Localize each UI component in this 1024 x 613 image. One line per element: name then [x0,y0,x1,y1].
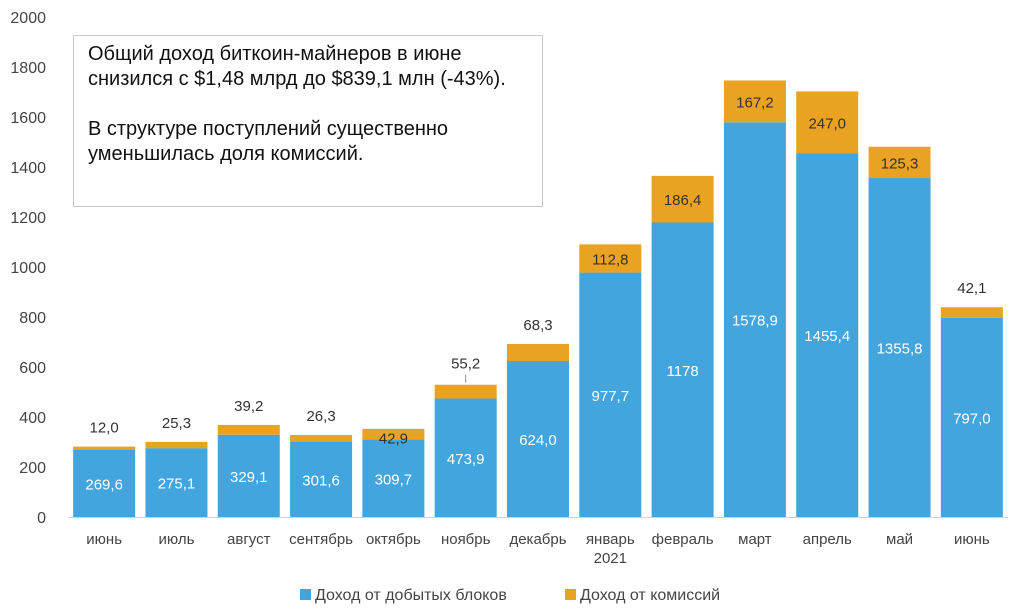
block-value-label: 624,0 [519,432,557,449]
y-tick-label: 400 [19,410,46,427]
annotation-paragraph-2: В структуре поступлений существенно умен… [88,118,449,165]
bar-fee-revenue [940,307,1003,318]
y-tick-label: 1200 [10,210,46,227]
x-tick-label: май [886,531,913,548]
x-tick-label: октябрь [366,531,421,548]
fee-value-label: 186,4 [664,192,702,209]
x-tick-label: июнь [954,531,990,548]
bar-block-revenue [723,122,786,518]
bar-fee-revenue [579,244,642,273]
annotation-box: Общий доход биткоин-майнеров в июне сниз… [73,35,543,207]
y-tick-label: 1000 [10,260,46,277]
bar-fee-revenue [796,91,859,154]
block-value-label: 1178 [666,363,698,380]
annotation-paragraph-1: Общий доход биткоин-майнеров в июне сниз… [88,43,506,90]
bar-block-revenue [579,272,642,517]
bar-block-revenue [434,398,497,517]
bar-block-revenue [73,449,136,517]
x-tick-label: апрель [803,531,852,548]
bar-fee-revenue [434,384,497,399]
bar-block-revenue [940,317,1003,517]
bar-fee-revenue [868,146,931,179]
block-value-label: 1355,8 [877,341,923,358]
fee-value-label: 247,0 [808,115,846,132]
fee-value-label: 112,8 [592,251,628,268]
bar-fee-revenue [217,424,280,435]
block-value-label: 275,1 [158,476,196,493]
bar-block-revenue [868,178,931,518]
bar-fee-revenue [507,343,569,361]
bar-fee-revenue [73,446,136,450]
y-tick-label: 600 [19,360,46,377]
bar-block-revenue [651,222,714,517]
legend-label-fee: Доход от комиссий [580,587,720,604]
block-value-label: 269,6 [85,476,123,493]
block-value-label: 1578,9 [732,313,778,330]
y-tick-label: 1400 [10,160,46,177]
legend-label-block: Доход от добытых блоков [315,587,507,604]
y-tick-label: 200 [19,460,46,477]
bar-block-revenue [217,434,280,517]
bar-fee-revenue [145,441,208,449]
y-tick-label: 1800 [10,60,46,77]
block-value-label: 301,6 [302,472,340,489]
bar-block-revenue [507,361,569,517]
x-tick-label: август [227,531,271,548]
block-value-label: 473,9 [447,451,485,468]
x-tick-label: июнь [86,531,122,548]
x-tick-label: 2021 [594,550,627,567]
bar-fee-revenue [651,175,714,223]
fee-value-label: 55,2 [451,356,480,373]
bar-block-revenue [290,441,353,517]
fee-value-label: 25,3 [162,415,191,432]
y-tick-label: 1600 [10,110,46,127]
legend-swatch-block [300,589,311,600]
fee-value-label: 167,2 [736,94,774,111]
bar-fee-revenue [362,428,425,440]
y-tick-label: 800 [19,310,46,327]
fee-value-label: 42,1 [957,280,986,297]
x-tick-label: июль [159,531,195,548]
bar-fee-revenue [290,435,353,442]
fee-value-label: 68,3 [523,317,552,334]
fee-value-label: 12,0 [90,420,119,437]
bar-block-revenue [145,448,208,517]
x-tick-label: сентябрь [289,531,353,548]
fee-value-label: 26,3 [306,408,335,425]
block-value-label: 977,7 [592,388,630,405]
block-value-label: 1455,4 [804,328,850,345]
legend-swatch-fee [565,589,576,600]
block-value-label: 329,1 [230,469,268,486]
bar-block-revenue [362,439,425,517]
block-value-label: 797,0 [953,410,991,427]
y-tick-label: 2000 [10,10,46,27]
block-value-label: 309,7 [375,471,413,488]
x-tick-label: март [738,531,772,548]
x-tick-label: декабрь [509,531,566,548]
x-tick-label: февраль [652,531,714,548]
bar-fee-revenue [723,80,786,123]
fee-value-label: 42,9 [379,431,408,448]
fee-value-label: 125,3 [881,155,919,172]
y-tick-label: 0 [37,510,46,527]
x-tick-label: ноябрь [441,531,491,548]
bar-block-revenue [796,153,859,517]
x-tick-label: январь [586,531,635,548]
fee-value-label: 39,2 [234,398,263,415]
